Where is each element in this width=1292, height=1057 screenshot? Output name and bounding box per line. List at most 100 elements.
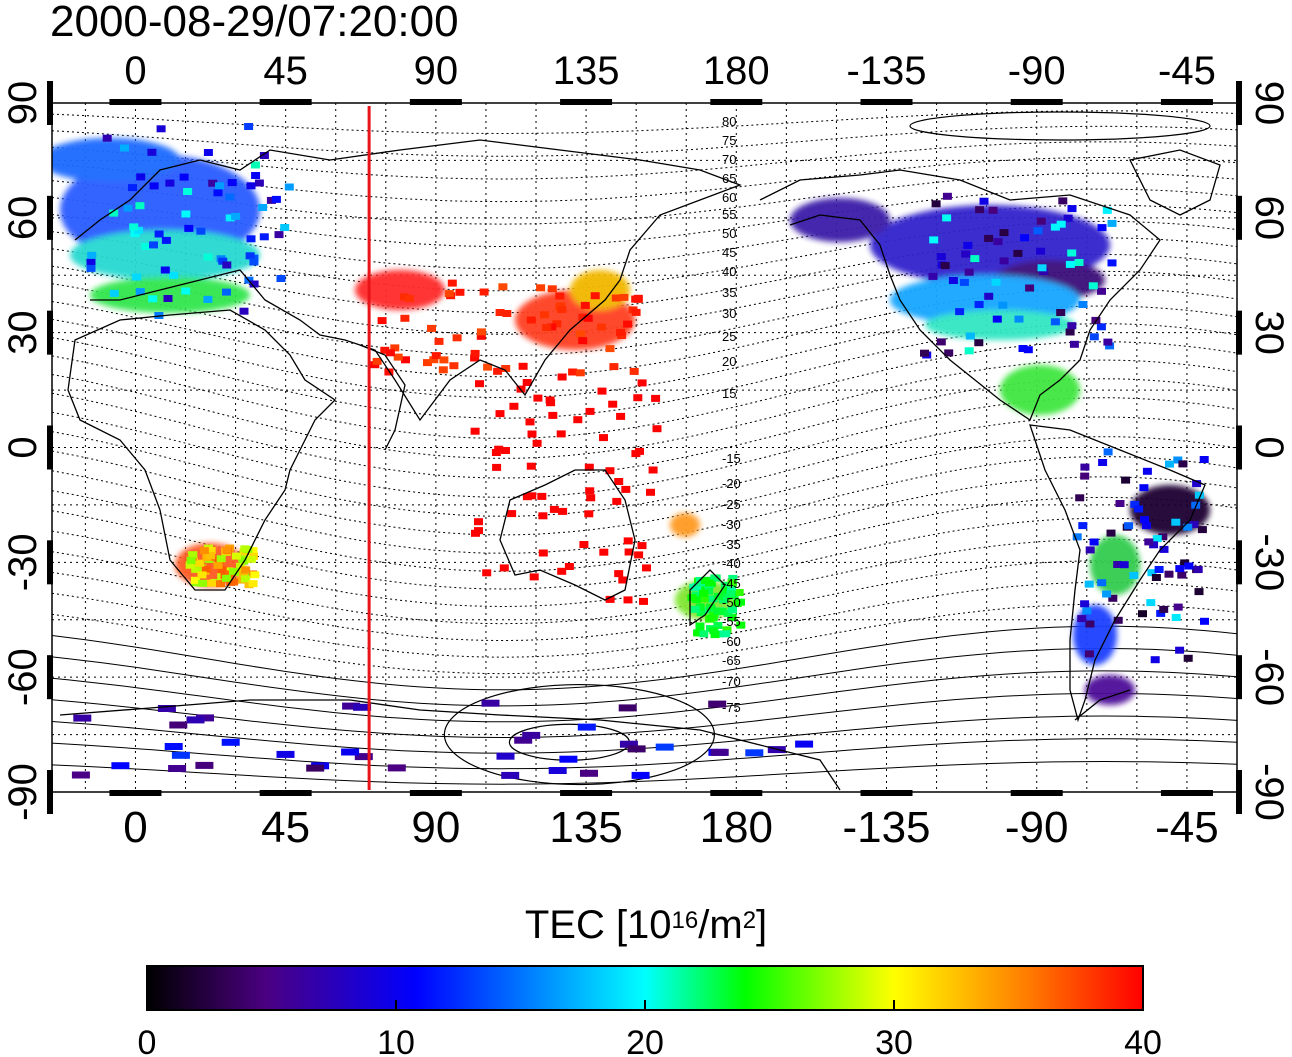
tec-sample: [1149, 541, 1159, 549]
tec-sample: [959, 278, 969, 286]
tec-sample: [1147, 569, 1157, 577]
tec-sample: [201, 565, 211, 573]
tec-sample: [231, 212, 241, 220]
tec-sample: [556, 302, 566, 310]
tec-sample: [1056, 220, 1066, 228]
tec-sample: [427, 324, 436, 332]
tec-sample: [970, 255, 980, 263]
tec-sample: [1102, 206, 1112, 214]
tec-sample: [984, 292, 994, 300]
tec-sample: [1065, 260, 1075, 268]
tec-sample: [169, 721, 188, 729]
tec-sample: [73, 714, 92, 722]
tec-sample: [1194, 588, 1204, 596]
tec-sample: [1023, 346, 1033, 354]
tec-sample: [452, 334, 462, 342]
tec-sample: [1020, 234, 1030, 242]
tec-sample: [447, 279, 457, 287]
contour-label: 60: [722, 190, 736, 205]
tec-sample: [1080, 600, 1090, 608]
contour-line: [52, 692, 1237, 739]
contour-line: [52, 670, 1237, 723]
colorbar-tick-label: 0: [138, 1024, 157, 1057]
contour-pole-south-outer: [443, 683, 716, 786]
tec-sample: [203, 253, 213, 261]
tec-sample: [1159, 605, 1169, 613]
tec-sample: [928, 272, 938, 280]
tec-sample: [509, 402, 519, 410]
right-lat-label: 90: [1247, 81, 1291, 126]
tec-sample: [156, 125, 166, 133]
tec-sample: [1018, 345, 1028, 352]
tec-sample: [199, 547, 209, 555]
tec-sample: [646, 488, 655, 496]
tec-sample: [165, 179, 175, 187]
tec-sample: [1050, 223, 1060, 231]
tec-sample: [196, 227, 206, 235]
tec-sample: [191, 565, 201, 573]
tec-sample: [648, 466, 658, 474]
tec-sample: [631, 450, 641, 458]
tec-sample: [623, 320, 633, 328]
tec-sample: [475, 380, 484, 388]
tec-sample: [493, 367, 503, 375]
tec-sample: [619, 293, 629, 301]
tec-sample: [993, 238, 1003, 246]
tec-sample: [250, 161, 260, 169]
tec-sample: [1178, 460, 1188, 468]
tec-sample: [429, 356, 439, 364]
tec-sample: [940, 262, 950, 270]
tec-sample: [637, 379, 647, 387]
tec-sample: [1085, 620, 1095, 628]
tec-sample: [120, 144, 129, 152]
top-tick: [860, 99, 913, 105]
colorbar-label-exp1: 16: [671, 907, 699, 934]
tec-sample: [527, 430, 537, 438]
tec-sample: [1193, 566, 1203, 573]
tec-blobs: [52, 138, 1210, 705]
tec-europe-cyan: [52, 138, 180, 182]
tec-sample: [700, 595, 710, 603]
tec-sample: [539, 311, 549, 319]
tec-sample: [455, 288, 465, 296]
tec-sample: [1121, 476, 1131, 484]
tec-sample: [1033, 227, 1043, 235]
contour-line: [52, 141, 1237, 180]
tec-sample: [586, 494, 596, 502]
tec-sample: [109, 209, 119, 217]
tec-sample: [1089, 538, 1099, 546]
tec-sample: [246, 235, 256, 243]
contour-line: [52, 603, 1237, 675]
tec-sample: [536, 284, 546, 292]
tec-sample: [942, 192, 952, 200]
bottom-lon-label: 135: [549, 803, 622, 852]
tec-sample: [1194, 491, 1204, 499]
tec-sample: [992, 315, 1002, 323]
tec-sample: [568, 368, 578, 376]
contour-label: 20: [722, 354, 736, 369]
tec-sample: [1164, 570, 1174, 578]
tec-sample: [1140, 516, 1150, 524]
tec-sample: [1067, 249, 1077, 257]
top-tick: [560, 99, 613, 105]
tec-sample: [699, 630, 709, 638]
tec-sample: [710, 631, 720, 639]
tec-sample: [342, 702, 361, 710]
tec-sample: [492, 463, 502, 471]
right-latitude-labels: 90 60 30 0 -30 -60 -90: [1247, 81, 1291, 821]
tec-sample: [222, 546, 232, 554]
tec-sample: [624, 548, 634, 556]
tec-sample: [1084, 580, 1094, 588]
tec-sample: [1025, 284, 1035, 292]
tec-sample: [580, 769, 598, 777]
coast-greenland: [1129, 149, 1221, 216]
tec-sample: [975, 206, 985, 214]
tec-sample: [482, 569, 492, 577]
tec-sample: [154, 230, 164, 238]
tec-sample: [710, 748, 729, 756]
tec-sample: [102, 134, 112, 142]
tec-sample: [608, 400, 618, 408]
tec-sample: [1069, 340, 1079, 348]
tec-sample: [526, 316, 536, 324]
